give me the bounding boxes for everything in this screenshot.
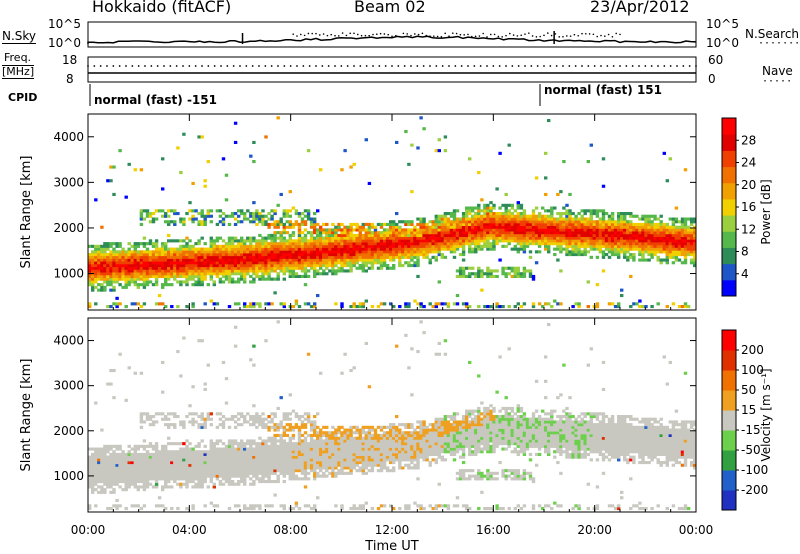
freq-trace [87, 65, 697, 74]
colorbar-swatch [722, 182, 736, 200]
freq-panel [87, 56, 697, 83]
cpid-segment-1: normal (fast) -151 [94, 93, 217, 107]
nsky-trace [87, 31, 697, 44]
power-heatmap [88, 116, 697, 309]
colorbar-swatch [722, 330, 736, 351]
nsearch-tick-bottom: 10^0 [706, 36, 739, 50]
x-tick-label: 08:00 [273, 523, 308, 537]
y-tick-label: 3000 [53, 379, 84, 393]
nsky-tick-top: 10^5 [48, 17, 81, 31]
nsearch-legend-dots: ········· [758, 38, 800, 49]
colorbar-tick-label: 8 [741, 245, 749, 259]
y-tick-label: 4000 [53, 334, 84, 348]
colorbar-swatch [722, 166, 736, 184]
x-tick-label: 16:00 [476, 523, 511, 537]
date-title: 23/Apr/2012 [590, 0, 690, 16]
time-xaxis: 00:00 04:00 08:00 12:00 16:00 20:00 00:00 [71, 114, 714, 537]
velocity-cbar-label: Velocity [m s⁻¹] [759, 368, 773, 461]
nsky-label: N.Sky [2, 29, 37, 44]
colorbar-tick-label: 100 [741, 363, 764, 377]
colorbar-tick-label: 50 [741, 383, 756, 397]
colorbar-swatch [722, 134, 736, 151]
nsky-panel [87, 21, 697, 48]
power-ylabel: Slant Range [km] [19, 156, 34, 269]
colorbar-tick-label: 200 [741, 343, 764, 357]
freq-unit-label: [MHz] [2, 65, 35, 79]
velocity-ylabel: Slant Range [km] [19, 359, 34, 472]
colorbar-swatch [722, 490, 736, 511]
colorbar-swatch [722, 118, 736, 135]
y-tick-label: 2000 [53, 221, 84, 235]
freq-tick-top: 18 [62, 53, 78, 67]
colorbar-tick-label: 20 [741, 178, 756, 192]
y-tick-label: 1000 [53, 469, 84, 483]
colorbar-tick-label: 24 [741, 156, 756, 170]
colorbar-tick-label: -100 [741, 463, 768, 477]
colorbar-swatch [722, 231, 736, 248]
site-title: Hokkaido (fitACF) [92, 0, 232, 16]
beam-title: Beam 02 [354, 0, 426, 16]
nave-legend-dots: ····· [762, 76, 793, 87]
y-tick-label: 4000 [53, 130, 84, 144]
x-tick-label: 00:00 [679, 523, 714, 537]
y-tick-label: 3000 [53, 175, 84, 189]
colorbar-swatch [722, 470, 736, 491]
colorbar-swatch [722, 410, 736, 431]
colorbar-tick-label: -200 [741, 483, 768, 497]
nsky-tick-bottom: 10^0 [48, 36, 81, 50]
colorbar-tick-label: 12 [741, 222, 756, 236]
freq-label: Freq. [4, 51, 32, 64]
colorbar-tick-label: -50 [741, 443, 761, 457]
colorbar-tick-label: 4 [741, 267, 749, 281]
x-tick-label: 12:00 [375, 523, 410, 537]
freq-tick-bottom: 8 [66, 72, 74, 86]
nave-tick-bottom: 0 [708, 72, 716, 86]
cpid-segment-2: normal (fast) 151 [544, 83, 662, 97]
colorbar-swatch [722, 247, 736, 265]
colorbar-tick-label: 16 [741, 200, 756, 214]
power-cbar-label: Power [dB] [759, 179, 773, 244]
nave-label: Nave [762, 64, 793, 78]
x-tick-label: 20:00 [577, 523, 612, 537]
colorbar-tick-label: 28 [741, 133, 756, 147]
y-tick-label: 1000 [53, 267, 84, 281]
colorbar-tick-label: 15 [741, 403, 756, 417]
x-tick-label: 04:00 [172, 523, 207, 537]
colorbar-swatch [722, 370, 736, 391]
colorbar-tick-label: -15 [741, 423, 761, 437]
nsearch-tick-top: 10^5 [706, 17, 739, 31]
colorbar-swatch [722, 150, 736, 168]
nsearch-label: N.Search [745, 27, 800, 41]
colorbar-swatch [722, 450, 736, 471]
power-colorbar: 28 24 20 16 12 8 4 [721, 117, 756, 297]
x-tick-label: 00:00 [71, 523, 106, 537]
colorbar-swatch [722, 198, 736, 216]
colorbar-swatch [722, 279, 736, 297]
colorbar-swatch [722, 263, 736, 281]
nave-tick-top: 60 [708, 53, 724, 67]
colorbar-swatch [722, 215, 736, 232]
colorbar-swatch [722, 390, 736, 411]
colorbar-swatch [722, 430, 736, 451]
power-yaxis: 1000 2000 3000 4000 [53, 130, 696, 281]
x-axis-label: Time UT [364, 539, 418, 554]
velocity-colorbar: 200 100 50 15 -15 -50 -100 -200 [721, 329, 768, 511]
colorbar-swatch [722, 350, 736, 371]
y-tick-label: 2000 [53, 424, 84, 438]
velocity-heatmap [88, 320, 697, 511]
velocity-yaxis: 1000 2000 3000 4000 [53, 334, 696, 483]
cpid-label: CPID [8, 91, 38, 104]
